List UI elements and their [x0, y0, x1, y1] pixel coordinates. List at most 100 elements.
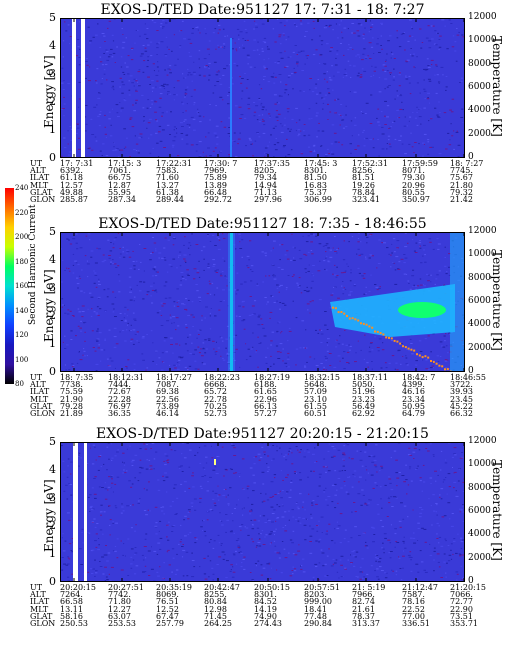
ephemeris-value: 4399.: [402, 380, 425, 390]
ephemeris-value: 76.97: [108, 401, 131, 411]
y-tick-label: 0: [49, 151, 56, 164]
ephemeris-value: 18: 7:35: [60, 373, 94, 382]
ephemeris-value: 5648.: [304, 380, 327, 390]
y-tick-label: 5: [49, 435, 56, 448]
data-gap: [84, 442, 87, 582]
ephemeris-row: UT 17: 7:31 17:15: 3 17:22:31 17:30: 7 17:37:…: [2, 159, 502, 168]
ephemeris-value: 74.90: [254, 611, 277, 621]
ephemeris-value: 22.52: [402, 604, 425, 614]
panel-title: EXOS-D/TED Date:951127 18: 7:35 - 18:46:…: [98, 216, 427, 232]
ephemeris-value: 14.94: [254, 180, 277, 190]
y-tick-label: 2: [49, 519, 56, 532]
ephemeris-value: 7444.: [108, 380, 131, 390]
ephemeris-value: 22.78: [204, 394, 227, 404]
ephemeris-value: 12.57: [60, 180, 83, 190]
ephemeris-row: GLAT 49.88 55.95 61.38 66.48 71.13 75.37 78.84 8…: [2, 187, 502, 197]
ephemeris-value: 350.97: [402, 194, 430, 204]
ephemeris-value: 82.74: [352, 597, 375, 607]
ephemeris-value: 62.92: [352, 408, 375, 418]
ephemeris-value: 65.72: [204, 387, 227, 397]
ephemeris-table: UT 20:20:15 20:27:51 20:35:19 20:42:47 20:50:…: [2, 583, 502, 628]
ephemeris-value: 81.50: [304, 173, 327, 183]
ephemeris-value: 46.14: [156, 408, 179, 418]
ephemeris-value: 52.73: [204, 408, 227, 418]
ephemeris-value: 77.48: [304, 611, 327, 621]
ephemeris-value: 22.96: [254, 394, 277, 404]
ephemeris-value: 64.79: [402, 408, 425, 418]
y-tick-label: 1: [49, 547, 56, 560]
ephemeris-value: 8301.: [254, 590, 277, 600]
ephemeris-value: 323.41: [352, 194, 380, 204]
y-tick-label: 5: [49, 225, 56, 238]
ephemeris-row: ALT 7264. 7742. 8069. 8255. 8301. 8203. 7966. 75…: [2, 590, 502, 600]
right-tick-label: 10000: [468, 35, 497, 46]
right-tick-label: 12000: [468, 226, 497, 236]
ephemeris-row: ILAT 75.59 72.67 69.38 65.72 61.65 57.09 51.96 4…: [2, 387, 502, 397]
ephemeris-value: 18:27:19: [254, 373, 290, 382]
noise-texture: [60, 442, 465, 582]
ephemeris-value: 78.84: [352, 187, 375, 197]
colorbar-tick: 180: [15, 257, 29, 266]
ephemeris-value: 79.34: [254, 173, 277, 183]
right-tick-label: 6000: [468, 296, 491, 306]
ephemeris-value: 45.22: [450, 401, 473, 411]
ephemeris-value: 57.09: [304, 387, 327, 397]
ephemeris-value: 69.38: [156, 387, 179, 397]
ephemeris-row: GLAT 79.28 76.97 73.89 70.25 66.13 61.55 56.49 5…: [2, 401, 502, 411]
ephemeris-row: GLAT 58.16 63.07 67.47 71.45 74.90 77.48 78.37 7…: [2, 611, 502, 621]
ephemeris-value: 7745.: [450, 166, 473, 176]
spike: [214, 459, 216, 465]
y-tick-label: 4: [49, 463, 56, 476]
ephemeris-value: 80.84: [204, 597, 227, 607]
spectrogram-svg: [60, 442, 465, 582]
ephemeris-value: 51.96: [352, 387, 375, 397]
ephemeris-row: ILAT 61.18 66.75 71.60 75.89 79.34 81.50 81.51 7…: [2, 173, 502, 183]
ephemeris-value: 12.87: [108, 180, 131, 190]
ephemeris-row: MLT 21.90 22.28 22.56 22.78 22.96 23.10 23.23 23…: [2, 394, 502, 404]
data-gap: [81, 18, 85, 158]
ephemeris-row-label: MLT: [30, 604, 49, 614]
ephemeris-value: 22.90: [450, 604, 473, 614]
ephemeris-value: 71.45: [204, 611, 227, 621]
y-axis-label: Energy [eV]: [42, 55, 56, 128]
ephemeris-value: 78.37: [352, 611, 375, 621]
ephemeris-value: 18: 7:27: [450, 159, 484, 168]
y-tick-label: 0: [49, 365, 56, 378]
ephemeris-value: 8301.: [304, 166, 327, 176]
ephemeris-value: 17:59:59: [402, 159, 438, 168]
ephemeris-row-label: ALT: [30, 166, 46, 176]
data-gap: [73, 442, 78, 582]
ephemeris-row: GLON 285.87 287.34 289.44 292.72 297.96 306.99…: [2, 194, 502, 204]
right-tick-label: 8000: [468, 272, 491, 283]
ephemeris-row-label: GLON: [30, 408, 56, 418]
ephemeris-value: 21.61: [352, 604, 375, 614]
ephemeris-value: 17:30: 7: [204, 159, 238, 168]
ephemeris-row-label: GLAT: [30, 401, 53, 411]
ephemeris-row-label: ILAT: [30, 173, 50, 183]
ephemeris-value: 81.51: [352, 173, 375, 183]
ephemeris-value: 58.16: [60, 611, 83, 621]
ephemeris-value: 18:32:15: [304, 373, 340, 382]
ephemeris-value: 36.35: [108, 408, 131, 418]
ephemeris-value: 75.37: [304, 187, 327, 197]
spectrogram-svg: [60, 18, 465, 158]
colorbar-gradient: [5, 188, 14, 384]
ephemeris-value: 18.41: [304, 604, 327, 614]
ephemeris-value: 297.96: [254, 194, 282, 204]
ephemeris-value: 287.34: [108, 194, 136, 204]
right-tick-label: 12000: [468, 12, 497, 22]
colorbar-tick: 200: [15, 233, 29, 241]
ephemeris-row-label: ILAT: [30, 387, 50, 397]
ephemeris-value: 13.89: [204, 180, 227, 190]
noise-texture: [60, 18, 465, 158]
ephemeris-value: 66.13: [254, 401, 277, 411]
ephemeris-row-label: GLAT: [30, 187, 53, 197]
ephemeris-table: UT 18: 7:35 18:12:31 18:17:27 18:22:23 18:27:…: [2, 373, 502, 418]
y-axis-label: Energy [eV]: [42, 479, 56, 552]
panel-title: EXOS-D/TED Date:951127 20:20:15 - 21:20:…: [96, 426, 429, 442]
spectrogram-plot: [60, 18, 465, 158]
ephemeris-value: 20:20:15: [60, 583, 96, 592]
ephemeris-value: 57.27: [254, 408, 277, 418]
ephemeris-value: 18:12:31: [108, 373, 144, 382]
ephemeris-value: 264.25: [204, 618, 232, 628]
